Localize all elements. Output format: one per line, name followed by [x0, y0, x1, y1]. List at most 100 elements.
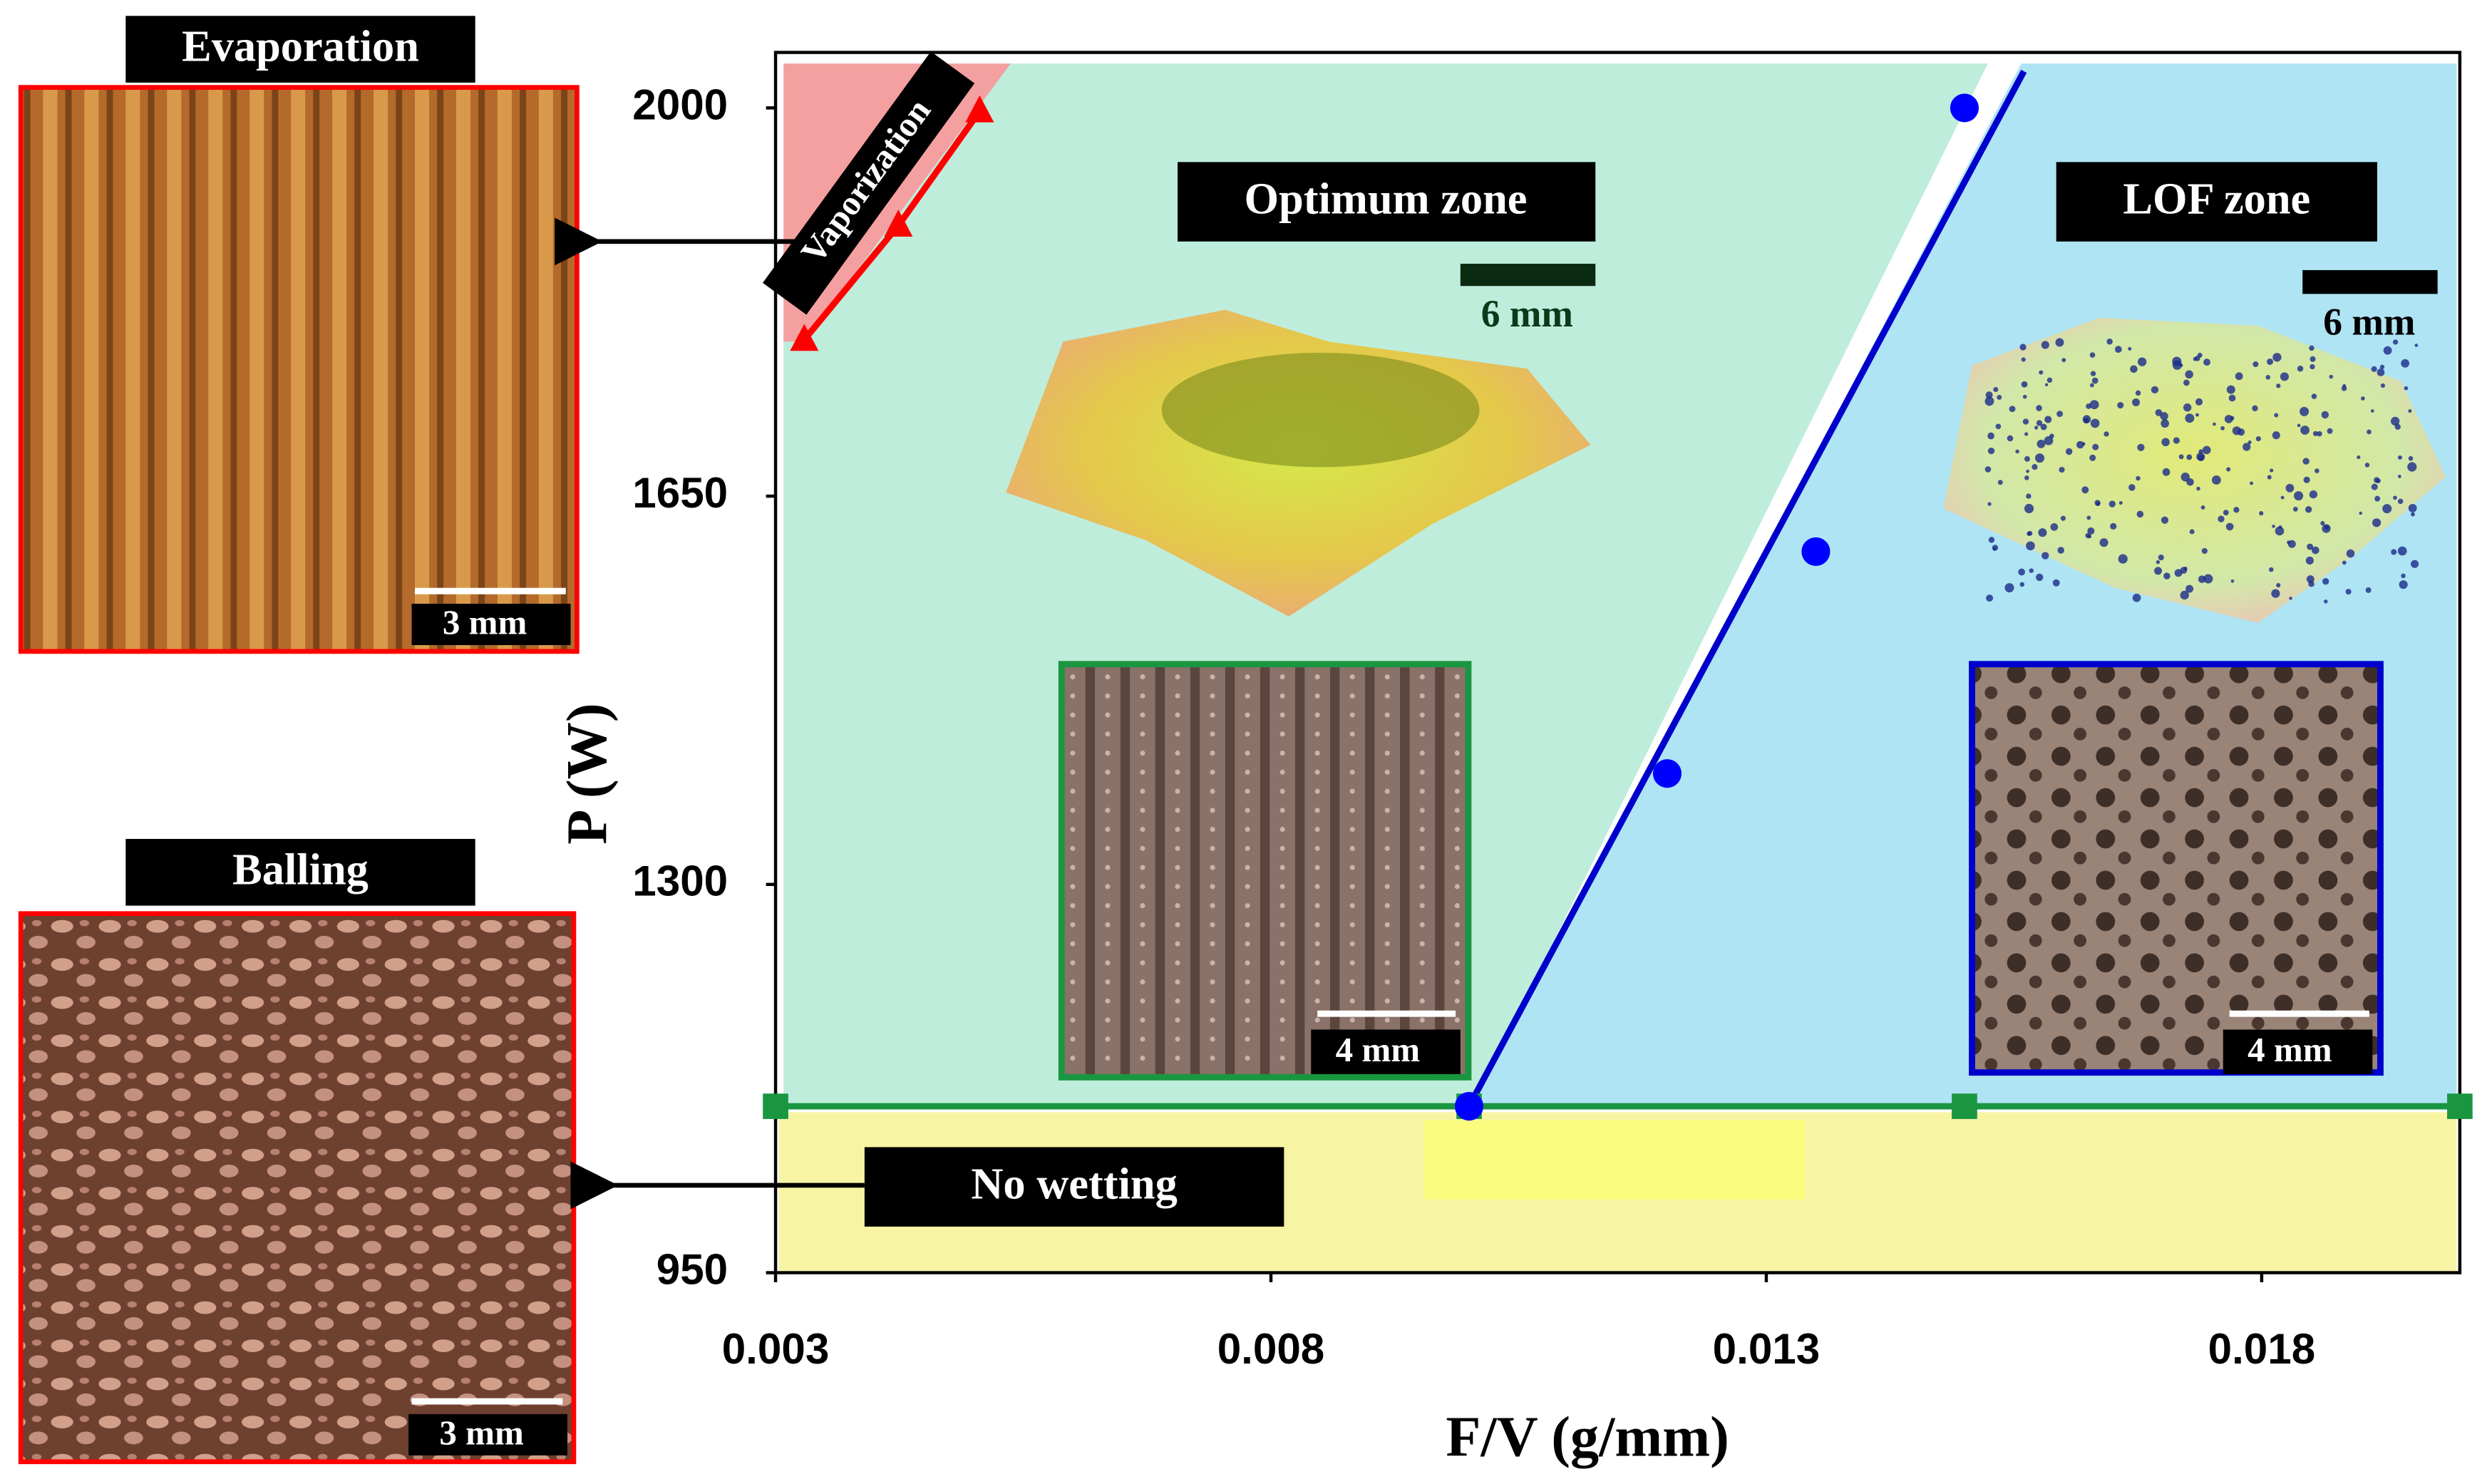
inset-title: Balling: [232, 845, 369, 894]
pore: [2089, 352, 2096, 358]
pore: [2329, 374, 2334, 379]
pore: [2276, 383, 2281, 388]
pores: [1984, 338, 2419, 604]
pore: [2305, 556, 2314, 565]
pore: [2135, 390, 2141, 396]
pore: [2243, 443, 2251, 451]
pore: [2228, 394, 2236, 402]
pore: [2089, 400, 2099, 410]
marker: [1952, 1093, 1977, 1119]
pore: [2314, 468, 2319, 473]
pore: [2029, 568, 2034, 573]
optimum-photo: [1058, 661, 1472, 1081]
pore: [2297, 423, 2301, 428]
pore: [2302, 458, 2310, 465]
pore: [2414, 344, 2419, 347]
pore: [2046, 377, 2053, 383]
pore: [2345, 589, 2352, 595]
pore: [2252, 361, 2259, 368]
label-box: [125, 838, 475, 906]
pore: [2059, 466, 2065, 473]
balling-photo: [18, 911, 577, 1465]
pore: [2220, 426, 2225, 431]
pore: [2007, 435, 2014, 442]
pore: [2104, 431, 2109, 437]
point: [1801, 537, 1831, 566]
pore: [2247, 440, 2252, 445]
pore: [2183, 566, 2188, 571]
line: [1466, 69, 2027, 1108]
pore: [2173, 437, 2180, 444]
pore: [2359, 511, 2362, 515]
pore: [2106, 339, 2113, 345]
pore: [2049, 433, 2054, 439]
pore: [2041, 552, 2049, 560]
pore: [2009, 406, 2016, 413]
pore: [2186, 454, 2193, 460]
pore: [2410, 560, 2419, 568]
pore: [2371, 483, 2378, 490]
scale-label: 6 mm: [2323, 300, 2415, 343]
pore: [2174, 569, 2183, 577]
label-box: [2056, 162, 2377, 242]
pore: [2026, 469, 2029, 473]
pore: [2022, 418, 2029, 425]
pore: [2090, 418, 2100, 428]
pore: [2272, 525, 2275, 528]
lof-photo: [1969, 661, 2384, 1076]
pore: [2040, 423, 2047, 431]
ct-core: [1161, 352, 1480, 468]
pore: [2036, 405, 2042, 411]
pore: [2085, 532, 2091, 539]
pore: [2183, 403, 2192, 412]
pore: [2196, 486, 2200, 491]
pore: [2300, 426, 2310, 435]
pore: [2274, 413, 2279, 418]
pore: [2024, 455, 2030, 462]
pore: [2055, 338, 2064, 347]
pore: [2198, 449, 2203, 454]
pore: [2026, 541, 2035, 551]
pore: [2065, 448, 2073, 455]
pore: [1995, 423, 2002, 430]
pore: [2303, 476, 2310, 483]
pore: [2038, 528, 2047, 537]
pore: [2136, 475, 2141, 481]
x-tick-label: 0.018: [2208, 1325, 2316, 1373]
pore: [2158, 555, 2164, 561]
pore: [2057, 547, 2064, 554]
pore: [2108, 500, 2116, 507]
pore: [2341, 386, 2347, 391]
pore: [2364, 463, 2370, 468]
pore: [2250, 481, 2254, 485]
pore: [2309, 345, 2314, 351]
pore: [1984, 466, 1992, 473]
pore: [2021, 381, 2028, 388]
pore: [2185, 413, 2195, 423]
pore: [2383, 346, 2392, 355]
label-box: [864, 1147, 1284, 1227]
pore: [2044, 416, 2052, 423]
pore: [2342, 560, 2347, 565]
pore: [2393, 495, 2397, 500]
pore: [2322, 524, 2331, 533]
pore: [2232, 426, 2241, 436]
pore: [2297, 365, 2304, 372]
pore: [2203, 359, 2210, 366]
y-tick-label: 2000: [632, 81, 728, 128]
pore: [2178, 454, 2184, 460]
inset-title: Evaporation: [182, 22, 419, 71]
pore: [2382, 504, 2392, 514]
marker: [884, 210, 913, 237]
pore: [2004, 583, 2014, 593]
pore: [2367, 429, 2372, 435]
pore: [2322, 578, 2329, 585]
point: [1950, 93, 1979, 123]
pore: [2193, 356, 2198, 361]
pore: [2155, 409, 2163, 416]
pore: [2230, 579, 2235, 583]
pore: [2195, 413, 2199, 417]
pore: [2036, 573, 2044, 582]
